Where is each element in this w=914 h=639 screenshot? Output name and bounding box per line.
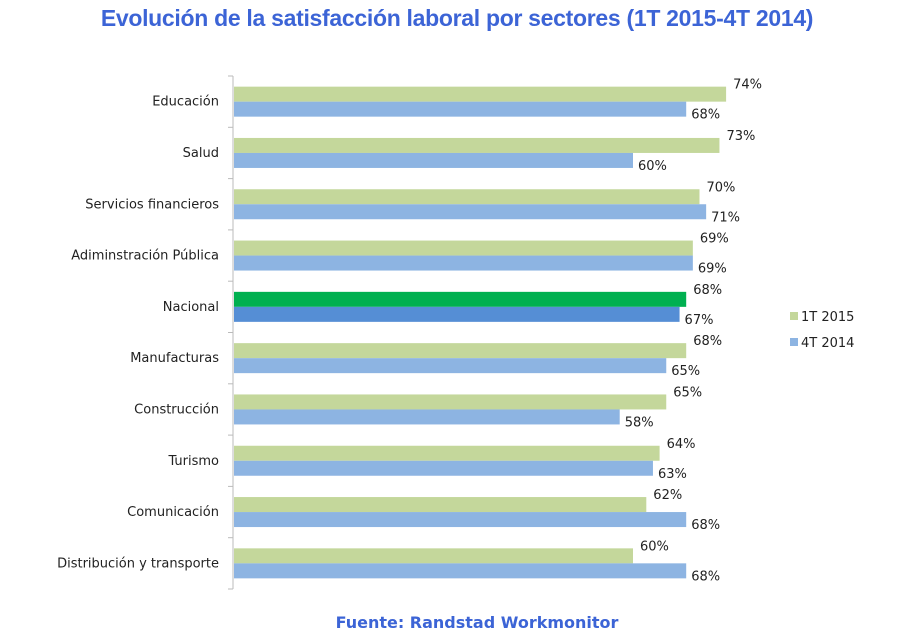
data-label: 70% <box>707 180 736 195</box>
data-label: 68% <box>691 518 720 533</box>
bar-1t-2015 <box>234 189 700 205</box>
bar-1t-2015 <box>234 497 647 513</box>
bar-4t-2014 <box>234 306 680 322</box>
data-label: 68% <box>691 108 720 123</box>
category-label: Comunicación <box>127 505 219 520</box>
bar-1t-2015 <box>234 548 633 564</box>
category-label: Turismo <box>167 454 219 469</box>
bar-4t-2014 <box>234 460 653 476</box>
data-label: 65% <box>671 364 700 379</box>
data-label: 68% <box>693 334 722 349</box>
data-label: 64% <box>667 437 696 452</box>
legend-swatch <box>790 338 798 346</box>
category-label: Servicios financieros <box>85 197 219 212</box>
category-label: Salud <box>183 146 219 161</box>
category-label: Nacional <box>163 300 219 315</box>
category-label: Construcción <box>134 402 219 417</box>
bar-1t-2015 <box>234 240 693 256</box>
data-label: 69% <box>700 232 729 247</box>
category-label: Distribución y transporte <box>57 556 219 571</box>
bar-4t-2014 <box>234 358 667 374</box>
legend-swatch <box>790 312 798 320</box>
bar-1t-2015 <box>234 445 660 461</box>
data-label: 60% <box>640 539 669 554</box>
legend-label: 4T 2014 <box>801 336 854 351</box>
bar-1t-2015 <box>234 343 687 359</box>
data-label: 74% <box>733 78 762 93</box>
bar-4t-2014 <box>234 512 687 528</box>
bar-4t-2014 <box>234 409 620 425</box>
data-label: 71% <box>711 210 740 225</box>
bar-1t-2015 <box>234 86 727 102</box>
data-label: 68% <box>691 569 720 584</box>
data-label: 63% <box>658 467 687 482</box>
category-label: Manufacturas <box>130 351 219 366</box>
bar-4t-2014 <box>234 152 633 168</box>
bar-4t-2014 <box>234 255 693 271</box>
category-label: Adiminstración Pública <box>71 249 219 264</box>
category-label: Educación <box>152 95 219 110</box>
data-label: 68% <box>693 283 722 298</box>
source-note: Fuente: Randstad Workmonitor <box>335 613 619 632</box>
bar-4t-2014 <box>234 563 687 579</box>
bar-4t-2014 <box>234 204 707 220</box>
bar-1t-2015 <box>234 291 687 307</box>
data-label: 69% <box>698 262 727 277</box>
data-label: 65% <box>673 385 702 400</box>
bar-4t-2014 <box>234 101 687 117</box>
bar-1t-2015 <box>234 394 667 410</box>
data-label: 58% <box>625 415 654 430</box>
data-label: 62% <box>653 488 682 503</box>
chart-title: Evolución de la satisfacción laboral por… <box>100 5 814 31</box>
data-label: 73% <box>726 129 755 144</box>
data-label: 67% <box>685 313 714 328</box>
bar-1t-2015 <box>234 137 720 153</box>
legend-label: 1T 2015 <box>801 310 854 325</box>
data-label: 60% <box>638 159 667 174</box>
